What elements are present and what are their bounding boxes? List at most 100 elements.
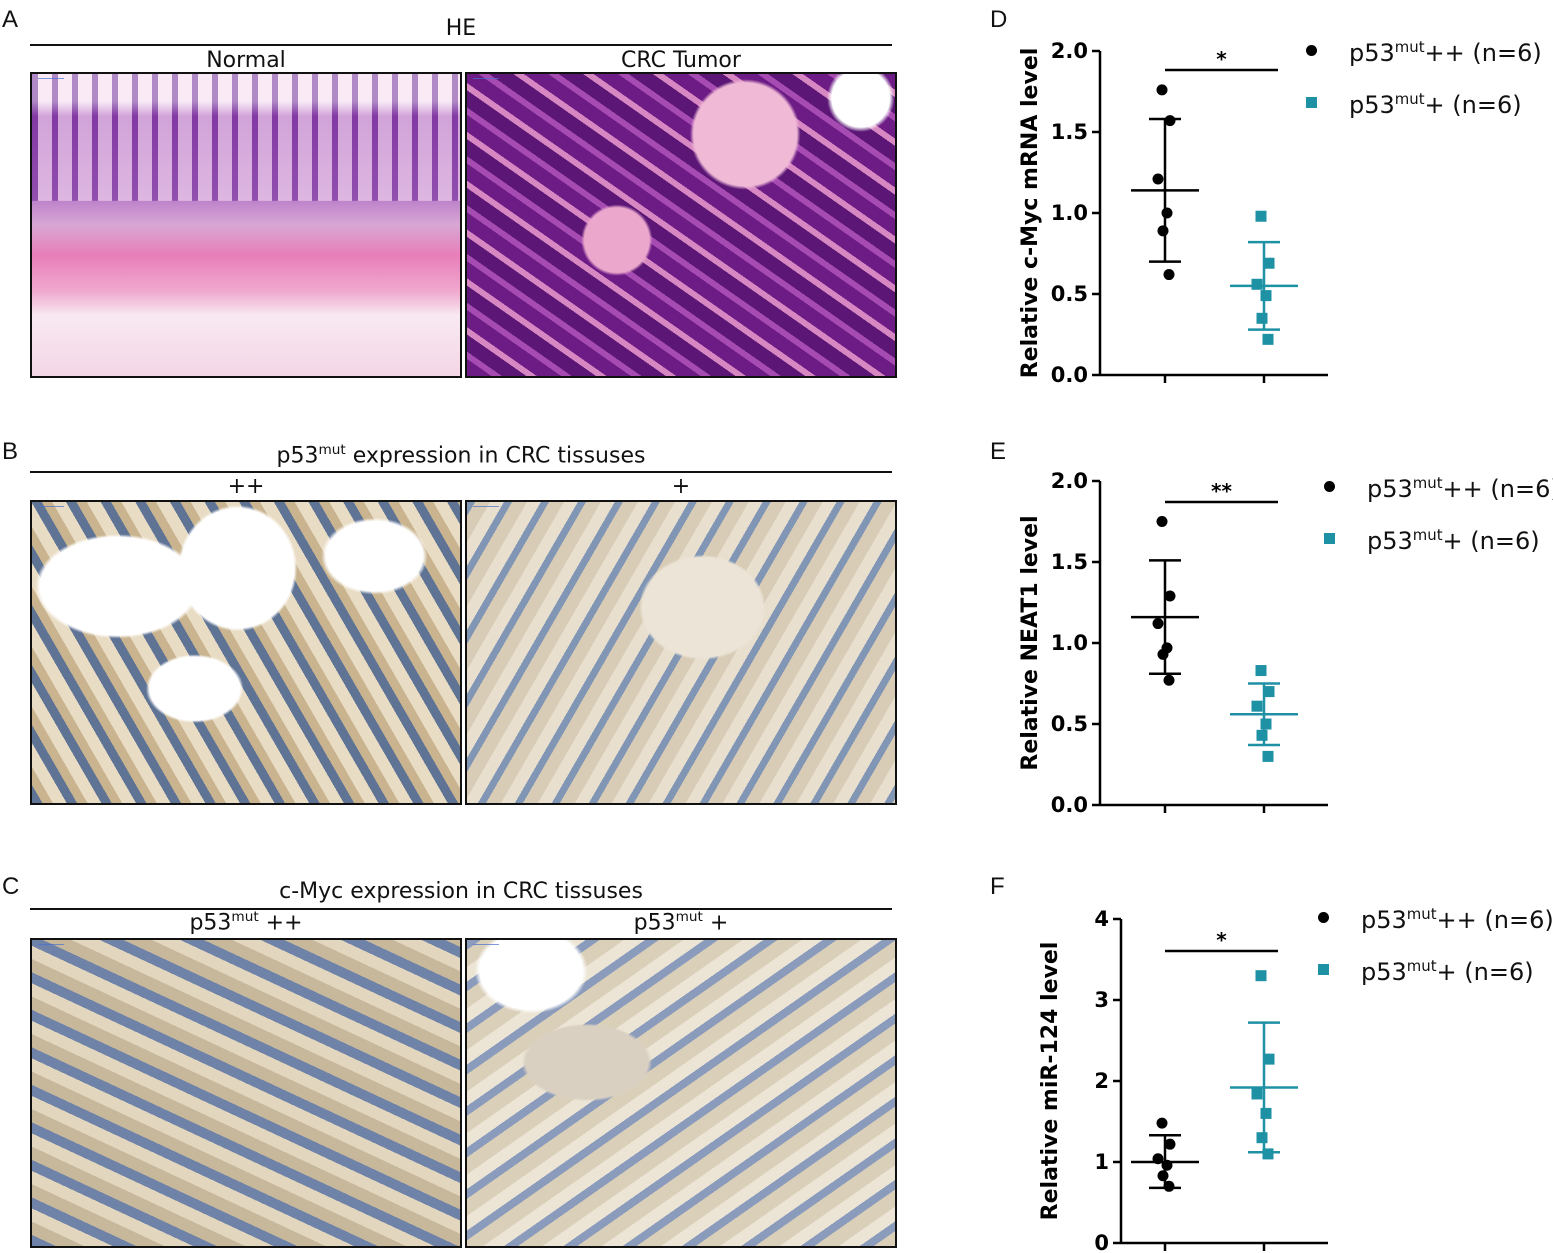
myc-p53-low-ihc-image	[465, 938, 897, 1248]
panel-c-left-gene: p53	[189, 910, 232, 936]
panel-b-header-rest: expression in CRC tissuses	[345, 443, 646, 469]
chart-d-high-point	[1157, 225, 1169, 237]
chart-e-y-tick-label: 2.0	[1051, 469, 1088, 493]
panel-c-left-sup: mut	[231, 909, 259, 925]
chart-d-y-tick-label: 1.0	[1051, 201, 1088, 225]
panel-b-header-gene: p53	[276, 443, 319, 469]
legend-d-series2: p53mut+ (n=6)	[1306, 90, 1522, 119]
legend-f-dot	[1318, 911, 1329, 923]
chart-e-high-point	[1157, 648, 1169, 660]
legend-d-square	[1306, 96, 1317, 108]
chart-e-low-point	[1260, 718, 1272, 730]
chart-f-high-point	[1152, 1153, 1164, 1165]
chart-e-y-tick-label: 0.0	[1051, 793, 1088, 817]
panel-c-right-gene: p53	[633, 910, 676, 936]
chart-f-high-point	[1157, 1170, 1169, 1182]
chart-e-high-point	[1152, 618, 1164, 630]
chart-f-y-tick-label: 2	[1094, 1069, 1109, 1093]
chart-e-significance-label: **	[1211, 479, 1232, 503]
chart-f-high-point	[1161, 1159, 1173, 1171]
chart-d-low-point	[1260, 290, 1272, 302]
legend-f-series2-sup: mut	[1406, 957, 1437, 975]
chart-f-y-tick-label: 1	[1094, 1150, 1109, 1174]
chart-d-high-point	[1156, 84, 1168, 96]
chart-d-low-point	[1256, 312, 1268, 324]
panel-letter-c: C	[2, 873, 20, 900]
p53-low-ihc-image	[465, 500, 897, 805]
legend-f-series1-sup: mut	[1406, 905, 1437, 923]
chart-f-low-point	[1255, 970, 1267, 982]
panel-a-right-label: CRC Tumor	[621, 48, 741, 73]
legend-d-series2-sup: mut	[1394, 90, 1425, 108]
chart-f-high-point	[1164, 1138, 1176, 1150]
chart-e-y-tick-label: 0.5	[1051, 712, 1088, 736]
chart-f-high-point	[1156, 1117, 1168, 1129]
panel-b-right-label: +	[671, 474, 691, 499]
chart-f-low-point	[1251, 1088, 1263, 1100]
chart-f-low-point	[1262, 1148, 1274, 1160]
panel-c-right-level: +	[702, 910, 729, 936]
panel-a-rule	[30, 44, 892, 46]
chart-d-high-point	[1152, 173, 1164, 185]
legend-e-series1-gene: p53	[1367, 475, 1413, 503]
chart-d-high-point	[1164, 115, 1176, 127]
chart-f-low-point	[1260, 1107, 1272, 1119]
chart-d-y-tick-label: 0.0	[1051, 363, 1088, 387]
panel-a-left-label: Normal	[206, 48, 286, 73]
panel-letter-a: A	[2, 6, 19, 33]
chart-e-high-point	[1163, 674, 1175, 686]
panel-a-header: HE	[445, 16, 477, 41]
legend-e-series2-rest: + (n=6)	[1442, 527, 1540, 555]
chart-d-high-point	[1161, 207, 1173, 219]
he-normal-image	[30, 72, 462, 378]
chart-d-low-point	[1263, 257, 1275, 269]
legend-e-dot	[1324, 480, 1335, 492]
chart-e-low-point	[1251, 700, 1263, 712]
chart-d-y-axis-label: Relative c-Myc mRNA level	[1018, 48, 1043, 379]
panel-b-left-label: ++	[227, 474, 265, 499]
p53-high-ihc-image	[30, 500, 462, 805]
chart-f-y-tick-label: 3	[1094, 988, 1109, 1012]
legend-d-series1-sup: mut	[1394, 38, 1425, 56]
legend-f-series2: p53mut+ (n=6)	[1318, 957, 1534, 986]
chart-e-y-tick-label: 1.0	[1051, 631, 1088, 655]
chart-d-y-tick-label: 2.0	[1051, 39, 1088, 63]
legend-d-series1-gene: p53	[1349, 39, 1395, 67]
chart-e-low-point	[1256, 729, 1268, 741]
chart-e-high-point	[1156, 516, 1168, 527]
legend-e-series2-gene: p53	[1367, 527, 1413, 555]
chart-d-low-point	[1255, 210, 1267, 222]
legend-d-series1-rest: ++ (n=6)	[1424, 39, 1542, 67]
legend-e-series2-sup: mut	[1412, 526, 1443, 544]
chart-f-low-point	[1256, 1132, 1268, 1144]
panel-c-left-label: p53mut ++	[30, 909, 462, 935]
panel-c-right-label: p53mut +	[465, 909, 897, 935]
chart-d-significance-label: *	[1216, 47, 1227, 71]
he-tumor-image	[465, 72, 897, 378]
chart-f-significance-label: *	[1216, 928, 1227, 952]
panel-c-header: c-Myc expression in CRC tissuses	[279, 879, 643, 904]
panel-letter-b: B	[2, 438, 19, 465]
chart-e-low-point	[1263, 686, 1275, 698]
legend-f-square	[1318, 963, 1329, 975]
panel-letter-e: E	[990, 438, 1007, 465]
myc-p53-high-ihc-image	[30, 938, 462, 1248]
chart-e-y-axis-label: Relative NEAT1 level	[1018, 515, 1043, 770]
panel-letter-f: F	[990, 873, 1005, 900]
chart-d-low-point	[1262, 333, 1274, 345]
legend-e-series1: p53mut++ (n=6)	[1324, 474, 1553, 503]
panel-c-right-sup: mut	[675, 909, 703, 925]
panel-c-rule	[30, 908, 892, 910]
legend-e-series1-sup: mut	[1412, 474, 1443, 492]
chart-f-y-tick-label: 4	[1094, 907, 1109, 931]
panel-b-header-sup: mut	[318, 442, 346, 458]
legend-f-series1-gene: p53	[1361, 906, 1407, 934]
chart-e-low-point	[1262, 750, 1274, 762]
legend-e-square	[1324, 532, 1335, 544]
legend-d-series2-gene: p53	[1349, 91, 1395, 119]
chart-d-y-tick-label: 1.5	[1051, 120, 1088, 144]
legend-f-series2-rest: + (n=6)	[1436, 958, 1534, 986]
panel-c-left-level: ++	[258, 910, 303, 936]
panel-b-rule	[30, 471, 892, 473]
